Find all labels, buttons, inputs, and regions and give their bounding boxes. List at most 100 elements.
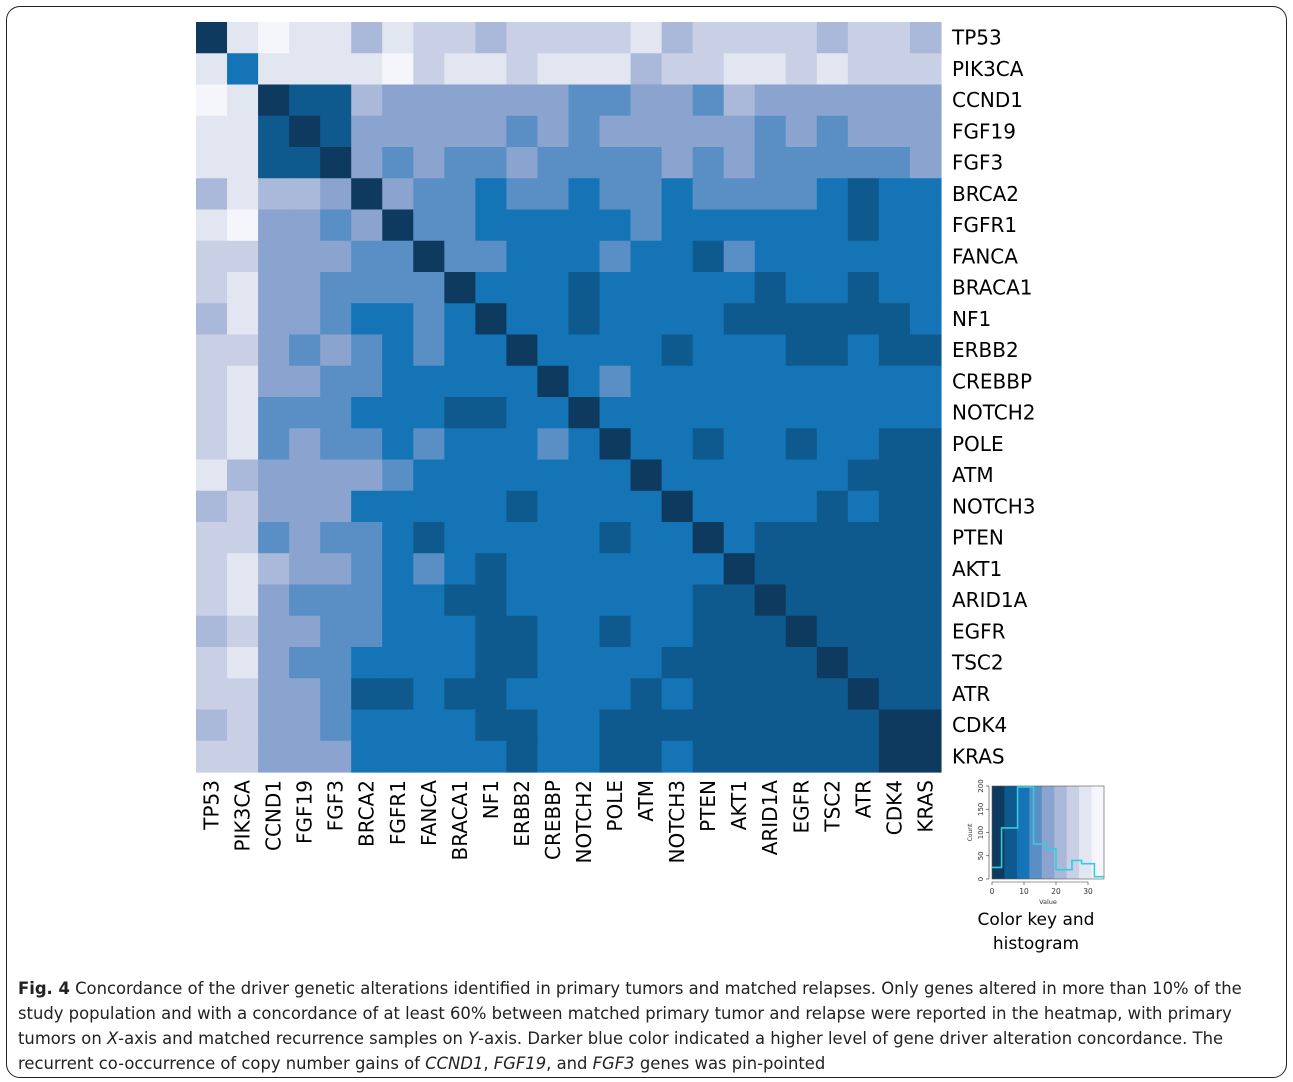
x-axis-label: EGFR (789, 780, 813, 834)
color-key-x-tick-label: 30 (1083, 887, 1093, 896)
heatmap-cell (413, 678, 445, 711)
heatmap-cell (754, 615, 787, 648)
heatmap-cell (537, 647, 570, 679)
heatmap-cell (413, 115, 445, 148)
heatmap-cell (692, 272, 725, 304)
heatmap-cell (568, 490, 601, 523)
caption-sep-1: , (483, 1054, 494, 1073)
heatmap-cell (444, 240, 476, 273)
heatmap-cell (723, 272, 756, 304)
heatmap-cell (475, 522, 507, 554)
heatmap-cell (754, 553, 787, 586)
heatmap-cell (878, 303, 911, 336)
heatmap-cell (537, 84, 570, 117)
heatmap-cell (289, 584, 321, 617)
heatmap-cell (816, 709, 849, 742)
heatmap-cell (289, 615, 321, 648)
heatmap-cell (568, 334, 601, 367)
heatmap-cell (475, 115, 507, 148)
heatmap-cell (475, 147, 507, 179)
heatmap-cell (816, 365, 849, 398)
heatmap-cell (196, 553, 228, 586)
heatmap-cell (351, 22, 383, 54)
heatmap-cell (382, 272, 414, 304)
heatmap-cell (475, 740, 507, 773)
heatmap-cell (320, 53, 352, 86)
heatmap-cell (413, 272, 445, 304)
heatmap-cell (289, 303, 321, 336)
heatmap-cell (227, 615, 259, 648)
x-axis-label: KRAS (913, 780, 937, 833)
heatmap-cell (413, 303, 445, 336)
heatmap-cell (196, 365, 228, 398)
heatmap-cell (537, 115, 570, 148)
heatmap-cell (506, 709, 539, 742)
figure-label: Fig. 4 (18, 979, 70, 998)
heatmap-cell (568, 365, 601, 398)
heatmap-cell (413, 53, 445, 86)
heatmap-cell (754, 397, 787, 429)
heatmap-cell (289, 53, 321, 86)
heatmap-cell (661, 459, 694, 492)
heatmap-cell (196, 272, 228, 304)
heatmap-cell (289, 709, 321, 742)
heatmap-cell (506, 678, 539, 711)
heatmap-cell (878, 115, 911, 148)
heatmap-cell (196, 303, 228, 336)
heatmap-cell (692, 209, 725, 242)
heatmap-cell (568, 584, 601, 617)
heatmap-cell (909, 147, 942, 179)
heatmap-cell (258, 615, 290, 648)
heatmap-cell (444, 209, 476, 242)
heatmap-cell (196, 678, 228, 711)
heatmap-cell (754, 53, 787, 86)
heatmap-cell (320, 490, 352, 523)
heatmap-cell (847, 647, 880, 679)
heatmap-cell (227, 709, 259, 742)
heatmap-cell (878, 240, 911, 273)
heatmap-cell (196, 209, 228, 242)
y-axis-label: CREBBP (952, 369, 1032, 393)
heatmap-cell (816, 178, 849, 211)
y-axis-label: ATM (952, 463, 994, 487)
heatmap-cell (878, 365, 911, 398)
heatmap-cell (351, 365, 383, 398)
heatmap-cell (661, 740, 694, 773)
heatmap-cell (320, 303, 352, 336)
heatmap-cell (196, 115, 228, 148)
heatmap-cell (196, 334, 228, 367)
heatmap-cell (227, 53, 259, 86)
heatmap-cell (537, 397, 570, 429)
heatmap-cell (537, 303, 570, 336)
heatmap-cell (816, 53, 849, 86)
heatmap-cell (351, 147, 383, 179)
heatmap-cell (382, 53, 414, 86)
x-axis-label: TP53 (200, 780, 224, 831)
heatmap-cell (506, 397, 539, 429)
x-axis-label: ARID1A (758, 780, 782, 856)
heatmap-cell (413, 178, 445, 211)
heatmap-cell (754, 584, 787, 617)
heatmap-cell (599, 615, 632, 648)
color-key: 0 10 20 30 Value 0 50 100 150 200 Count (967, 779, 1105, 906)
heatmap-cell (351, 740, 383, 773)
heatmap-cell (692, 740, 725, 773)
heatmap-cell (723, 459, 756, 492)
heatmap-cell (599, 490, 632, 523)
y-axis-label: EGFR (952, 619, 1006, 643)
heatmap-cell (785, 397, 818, 429)
heatmap-cell (475, 22, 507, 54)
heatmap-cell (196, 428, 228, 461)
heatmap-cell (537, 334, 570, 367)
heatmap-cell (351, 209, 383, 242)
heatmap-cell (599, 84, 632, 117)
heatmap-cell (258, 272, 290, 304)
histogram-line (992, 786, 1104, 878)
heatmap-cell (227, 553, 259, 586)
heatmap-cell (506, 428, 539, 461)
heatmap-cell (909, 584, 942, 617)
x-axis-label: NOTCH3 (665, 780, 689, 863)
heatmap-cell (723, 147, 756, 179)
heatmap-cell (537, 53, 570, 86)
heatmap-cell (351, 584, 383, 617)
